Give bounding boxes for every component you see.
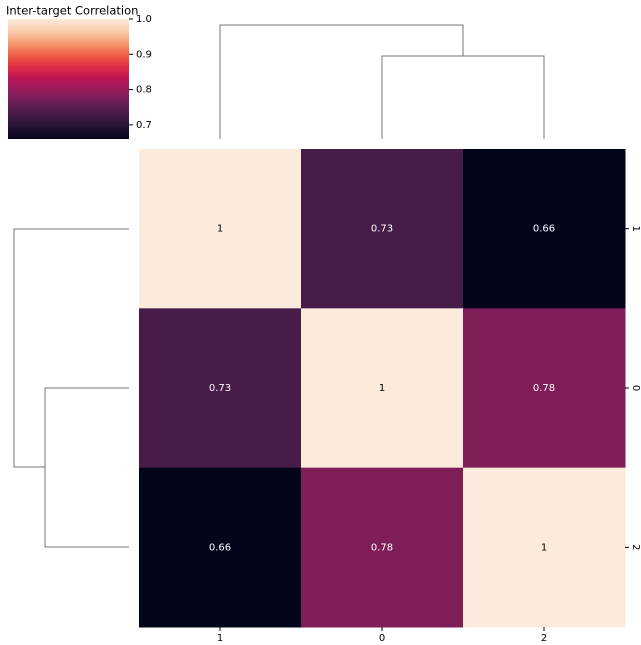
- x-tick-label: 0: [379, 633, 385, 644]
- cell-label: 0.78: [371, 542, 393, 553]
- y-tick-label: 0: [630, 385, 641, 391]
- heatmap-cell: [301, 149, 464, 309]
- heatmap-cell: [301, 308, 464, 469]
- cell-label: 0.78: [533, 383, 555, 394]
- heatmap-cell: [463, 149, 626, 309]
- cell-label: 1: [379, 383, 385, 394]
- column-dendrogram: [219, 24, 545, 139]
- colorbar-tick-label: 1.0: [136, 14, 152, 25]
- colorbar-title: Inter-target Correlation: [6, 4, 138, 18]
- cell-label: 0.66: [533, 224, 555, 235]
- x-tick-label: 1: [217, 633, 223, 644]
- y-tick-label: 1: [630, 225, 641, 231]
- heatmap-cell: [139, 467, 302, 628]
- y-tick-label: 2: [630, 544, 641, 550]
- heatmap-cell: [463, 308, 626, 469]
- heatmap-cell: [139, 308, 302, 469]
- colorbar-tick-label: 0.8: [136, 85, 152, 96]
- cell-label: 1: [217, 224, 223, 235]
- x-tick-label: 2: [541, 633, 547, 644]
- colorbar-tick-label: 0.7: [136, 120, 152, 131]
- heatmap-cell: [463, 467, 626, 628]
- heatmap-cell: [301, 467, 464, 628]
- heatmap-cell: [139, 149, 302, 309]
- cell-label: 1: [541, 542, 547, 553]
- cell-label: 0.73: [371, 224, 393, 235]
- colorbar: [8, 19, 129, 139]
- colorbar-tick-label: 0.9: [136, 49, 152, 60]
- row-dendrogram: [13, 228, 129, 548]
- cell-label: 0.66: [209, 542, 231, 553]
- cell-label: 0.73: [209, 383, 231, 394]
